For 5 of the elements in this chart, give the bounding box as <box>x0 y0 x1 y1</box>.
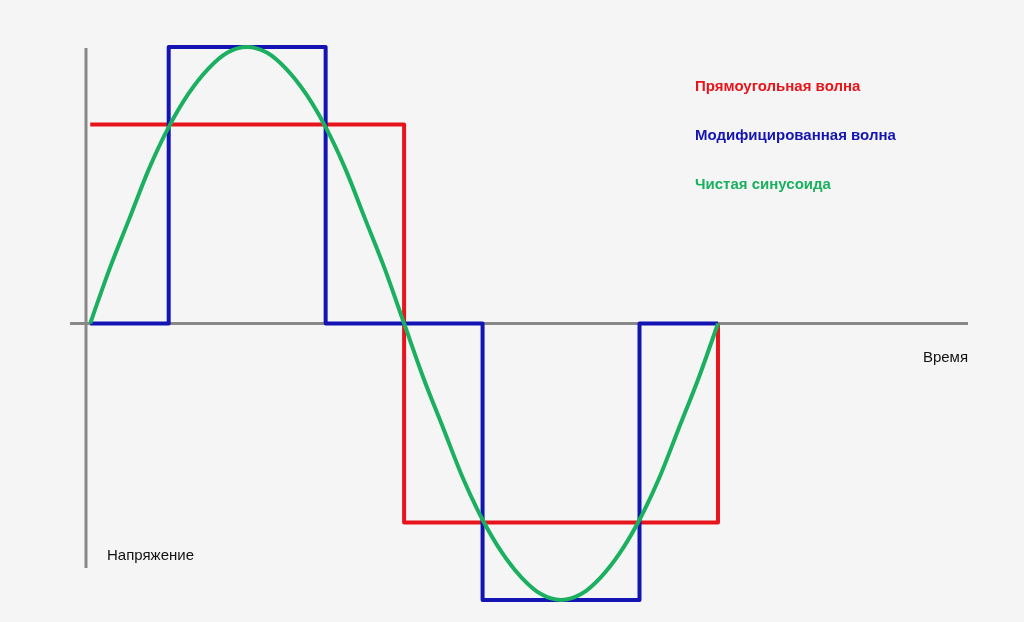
text: Время <box>922 348 968 365</box>
text: Модифицированная волна <box>695 126 897 143</box>
text: Чистая синусоида <box>695 175 832 192</box>
text: Прямоугольная волна <box>695 77 862 94</box>
y-axis-title: Напряжение <box>107 546 194 563</box>
